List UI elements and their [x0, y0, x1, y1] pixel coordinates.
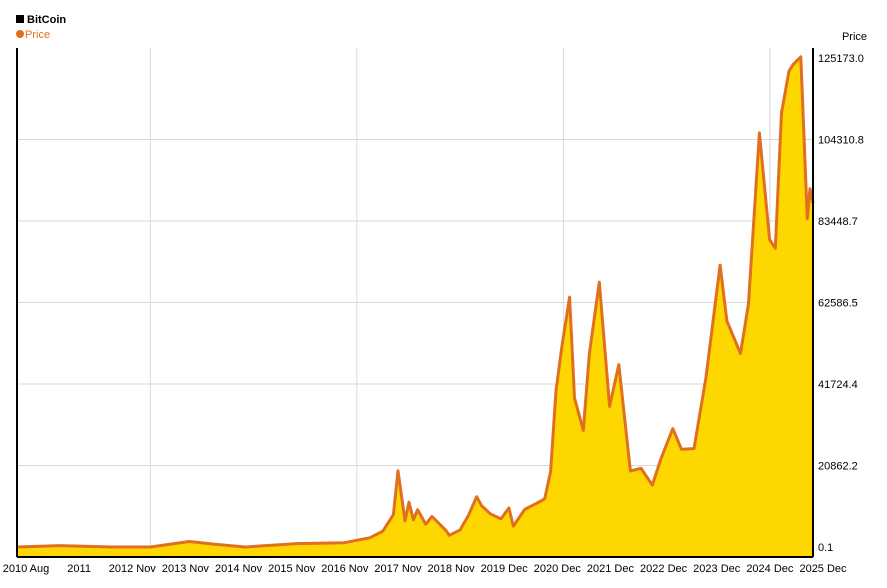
- y-tick-label: 20862.2: [818, 461, 858, 473]
- y-tick-label: 62586.5: [818, 298, 858, 310]
- title-square-icon: [16, 15, 24, 23]
- x-tick-label: 2021 Dec: [587, 563, 635, 575]
- y-tick-label: 41724.4: [818, 379, 858, 391]
- legend-entry-price: Price: [16, 28, 50, 42]
- x-tick-label: 2023 Dec: [693, 563, 741, 575]
- y-tick-label: 104310.8: [818, 135, 864, 147]
- x-tick-label: 2019 Dec: [481, 563, 529, 575]
- legend-dot-icon: [16, 30, 24, 38]
- x-tick-label: 2022 Dec: [640, 563, 688, 575]
- y-tick-label: 125173.0: [818, 53, 864, 65]
- x-tick-label: 2010 Aug: [3, 563, 50, 575]
- x-tick-label: 2020 Dec: [534, 563, 582, 575]
- x-tick-label: 2025 Dec: [799, 563, 847, 575]
- chart-title: BitCoin: [16, 13, 66, 27]
- x-tick-label: 2011: [67, 563, 91, 575]
- legend-label: Price: [25, 29, 51, 41]
- series-area: [16, 55, 815, 558]
- chart-title-text: BitCoin: [27, 14, 67, 26]
- price-area-fill: [17, 56, 813, 558]
- y-tick-label: 83448.7: [818, 216, 858, 228]
- x-tick-label: 2024 Dec: [746, 563, 794, 575]
- axes: [16, 48, 814, 558]
- y-axis-title: Price: [841, 31, 867, 43]
- x-tick-labels: 2010 Aug 2011 2012 Nov 2013 Nov 2014 Nov 2015…: [3, 563, 847, 575]
- x-tick-label: 2013 Nov: [162, 563, 210, 575]
- x-tick-label: 2015 Nov: [268, 563, 316, 575]
- x-tick-label: 2014 Nov: [215, 563, 263, 575]
- y-tick-labels: 125173.0 104310.8 83448.7 62586.5 41724.4 208…: [818, 53, 864, 554]
- x-tick-label: 2016 Nov: [321, 563, 369, 575]
- x-tick-label: 2017 Nov: [374, 563, 422, 575]
- x-tick-label: 2018 Nov: [428, 563, 476, 575]
- x-tick-label: 2012 Nov: [109, 563, 157, 575]
- price-line: [16, 55, 815, 549]
- y-tick-label: 0.1: [818, 542, 833, 554]
